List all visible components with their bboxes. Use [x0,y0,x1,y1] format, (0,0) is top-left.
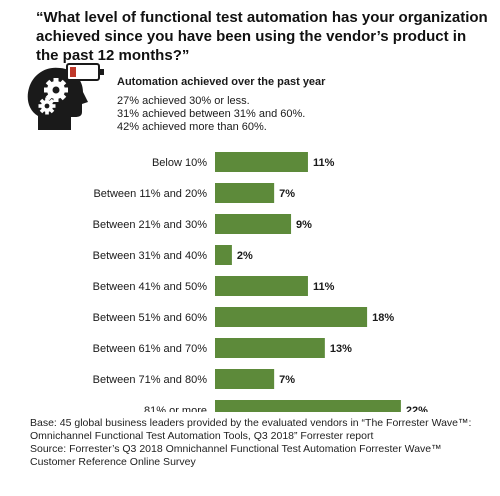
bar [215,338,325,358]
battery-low-icon [66,63,104,81]
survey-question: “What level of functional test automatio… [36,9,488,64]
head-gears-icon [26,60,116,132]
value-label: 7% [279,188,295,200]
bar [215,276,308,296]
value-label: 22% [406,405,428,412]
category-label: Between 71% and 80% [93,374,208,386]
bar [215,369,275,389]
category-label: 81% or more [144,405,207,412]
value-label: 18% [372,312,394,324]
category-label: Between 31% and 40% [93,250,208,262]
value-label: 13% [330,343,352,355]
value-label: 11% [313,281,335,293]
bar [215,245,232,265]
category-label: Between 21% and 30% [93,219,208,231]
summary-block: Automation achieved over the past year 2… [117,76,447,134]
value-label: 2% [237,250,253,262]
footnote-source: Source: Forrester’s Q3 2018 Omnichannel … [30,443,442,468]
category-label: Between 61% and 70% [93,343,208,355]
value-label: 7% [279,374,295,386]
footnote: Base: 45 global business leaders provide… [30,417,480,469]
bar [215,307,368,327]
bar [215,183,275,203]
summary-line-2: 31% achieved between 31% and 60%. [117,108,306,120]
summary-line-3: 42% achieved more than 60%. [117,121,267,133]
footnote-base: Base: 45 global business leaders provide… [30,417,472,442]
bar-chart: Below 10% 11% Between 11% and 20% 7% Between… [93,152,428,412]
bar [215,400,401,412]
summary-line-1: 27% achieved 30% or less. [117,95,250,107]
category-label: Between 51% and 60% [93,312,208,324]
bar [215,152,308,172]
category-label: Between 41% and 50% [93,281,208,293]
category-label: Between 11% and 20% [93,188,207,200]
bar [215,214,292,234]
value-label: 9% [296,219,312,231]
category-label: Below 10% [152,157,207,169]
summary-title: Automation achieved over the past year [117,76,326,88]
value-label: 11% [313,157,335,169]
